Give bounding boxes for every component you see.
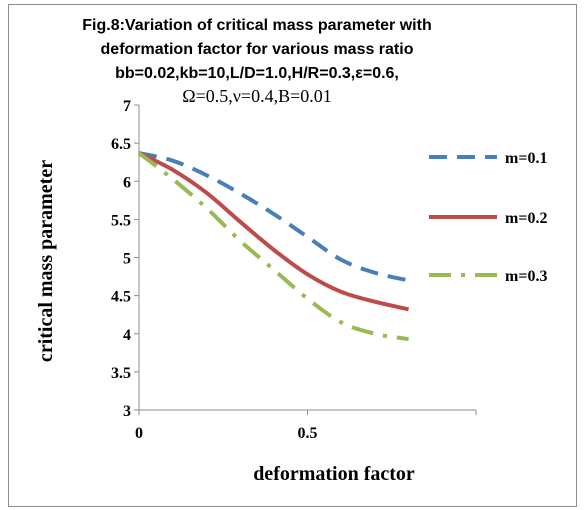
y-tick-label: 5 bbox=[123, 251, 131, 268]
y-tick-label: 4.5 bbox=[111, 289, 131, 306]
y-tick-label: 6.5 bbox=[111, 136, 131, 153]
title-line-1: Fig.8:Variation of critical mass paramet… bbox=[82, 17, 431, 34]
x-axis: 0 0.5 bbox=[135, 409, 477, 442]
legend-label-2: m=0.2 bbox=[505, 210, 547, 227]
title-line-4: Ω=0.5,ν=0.4,B=0.01 bbox=[182, 86, 331, 106]
y-tick-label: 4 bbox=[123, 327, 131, 344]
title-line-2: deformation factor for various mass rati… bbox=[101, 41, 414, 58]
y-axis-title: critical mass parameter bbox=[35, 160, 57, 362]
y-tick-label: 3 bbox=[123, 403, 131, 420]
y-tick-label: 6 bbox=[123, 174, 131, 191]
y-tick-label: 5.5 bbox=[111, 212, 131, 229]
series-line-2 bbox=[138, 151, 410, 312]
series-line-1 bbox=[138, 151, 410, 283]
legend-label-1: m=0.1 bbox=[505, 150, 547, 167]
chart-frame: Fig.8:Variation of critical mass paramet… bbox=[8, 4, 577, 507]
x-tick-label: 0 bbox=[135, 425, 143, 442]
chart-title: Fig.8:Variation of critical mass paramet… bbox=[82, 17, 431, 106]
title-line-3: bb=0.02,kb=10,L/D=1.0,H/R=0.3,ε=0.6, bbox=[115, 65, 399, 82]
y-tick-label: 3.5 bbox=[111, 365, 131, 382]
legend: m=0.1 m=0.2 m=0.3 bbox=[429, 150, 547, 285]
chart-canvas: Fig.8:Variation of critical mass paramet… bbox=[35, 17, 547, 485]
series-lines bbox=[137, 151, 410, 342]
x-axis-title: deformation factor bbox=[253, 463, 415, 485]
y-tick-label: 7 bbox=[123, 98, 131, 115]
y-axis: 3 3.5 4 4.5 5 5.5 6 6.5 7 bbox=[111, 98, 140, 420]
legend-label-3: m=0.3 bbox=[505, 268, 547, 285]
x-tick-label: 0.5 bbox=[298, 425, 318, 442]
series-line-3 bbox=[137, 151, 409, 342]
